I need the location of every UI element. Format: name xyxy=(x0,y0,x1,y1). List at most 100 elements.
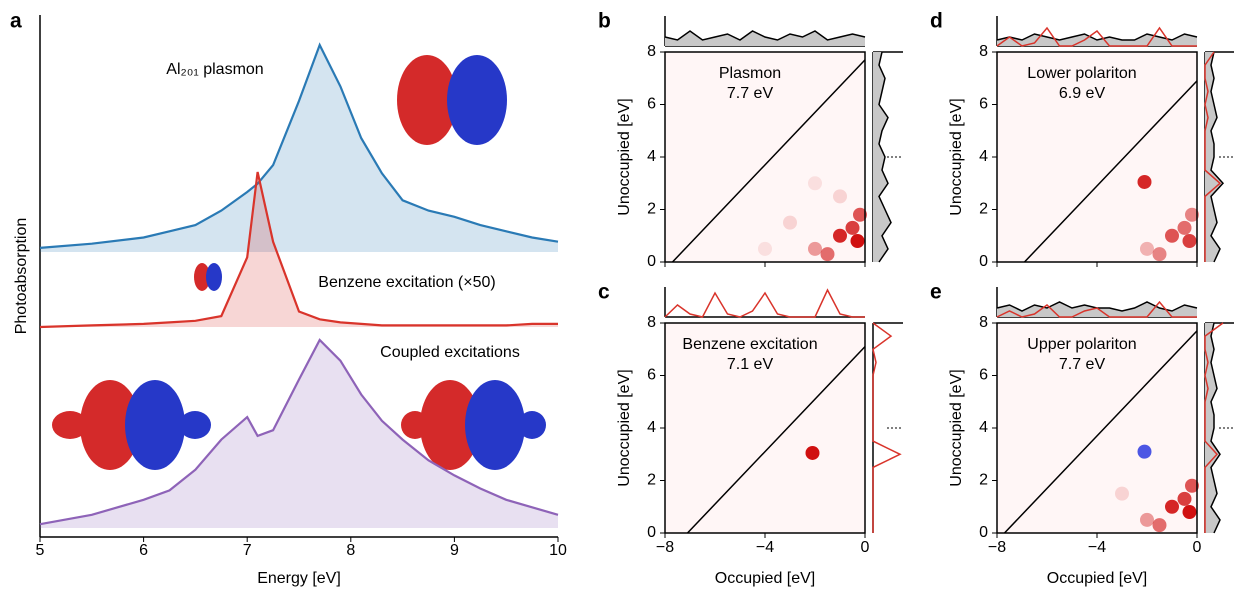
y-tick-label: 4 xyxy=(979,148,988,165)
x-tick-label: −4 xyxy=(1088,539,1106,556)
spot xyxy=(1115,486,1129,501)
y-axis-label: Unoccupied [eV] xyxy=(616,369,633,486)
x-tick-label: −4 xyxy=(756,539,774,556)
right-margin-fill xyxy=(1205,323,1220,533)
y-tick-label: 6 xyxy=(647,96,656,113)
y-axis-label: Photoabsorption xyxy=(13,218,30,335)
right-margin-line xyxy=(1204,51,1222,262)
spot xyxy=(1182,505,1197,519)
spot xyxy=(1165,228,1179,243)
spot xyxy=(1152,518,1167,533)
y-tick-label: 4 xyxy=(647,148,656,165)
spot xyxy=(1140,241,1154,256)
state-title: Benzene excitation xyxy=(682,336,817,353)
y-axis-label: Unoccupied [eV] xyxy=(616,98,633,215)
y-tick-label: 0 xyxy=(979,524,988,541)
spot xyxy=(1177,491,1192,506)
panel-letter: c xyxy=(598,281,610,304)
y-tick-label: 0 xyxy=(647,524,656,541)
x-tick-label: 0 xyxy=(1193,539,1202,556)
spot xyxy=(1177,220,1192,235)
y-tick-label: 2 xyxy=(647,201,656,218)
y-tick-label: 8 xyxy=(979,43,988,60)
molecule-plasmon xyxy=(397,55,507,145)
x-axis-label: Occupied [eV] xyxy=(715,570,816,587)
panel-letter: a xyxy=(10,10,22,33)
heatmap-background xyxy=(665,323,865,533)
diagonal xyxy=(671,59,866,263)
x-axis-label: Occupied [eV] xyxy=(1047,570,1148,587)
spot xyxy=(808,241,822,256)
y-tick-label: 2 xyxy=(647,472,656,489)
series-line xyxy=(39,171,558,329)
right-margin-fill xyxy=(873,52,891,262)
state-energy: 6.9 eV xyxy=(1059,85,1106,102)
y-tick-label: 6 xyxy=(979,367,988,384)
x-tick-label: −8 xyxy=(988,539,1006,556)
heatmap-background xyxy=(997,323,1197,533)
x-tick-label: 7 xyxy=(243,542,252,559)
spot xyxy=(758,241,772,256)
y-tick-label: 2 xyxy=(979,201,988,218)
spot xyxy=(805,445,820,460)
spot xyxy=(1165,499,1179,514)
state-title: Lower polariton xyxy=(1027,65,1136,82)
right-margin-line xyxy=(1204,322,1224,533)
x-axis-label: Energy [eV] xyxy=(257,570,341,587)
spot xyxy=(1140,512,1154,527)
y-axis-label: Unoccupied [eV] xyxy=(948,369,965,486)
y-tick-label: 6 xyxy=(979,96,988,113)
x-tick-label: 0 xyxy=(861,539,870,556)
spot xyxy=(1137,444,1152,459)
y-tick-label: 4 xyxy=(647,419,656,436)
series-label: Al₂₀₁ plasmon xyxy=(166,61,263,78)
spot xyxy=(833,228,847,243)
panel-letter: b xyxy=(598,10,611,33)
state-title: Plasmon xyxy=(719,65,781,82)
spot xyxy=(1185,478,1199,493)
molecule-benzene xyxy=(194,263,222,291)
x-tick-label: 9 xyxy=(450,542,459,559)
diagonal xyxy=(1023,80,1198,263)
x-tick-label: −8 xyxy=(656,539,674,556)
top-margin-line xyxy=(996,26,1197,47)
molecule-coupled-right xyxy=(401,380,546,470)
x-tick-label: 8 xyxy=(346,542,355,559)
top-margin-line xyxy=(664,288,865,318)
y-tick-label: 0 xyxy=(979,253,988,270)
series-label: Benzene excitation (×50) xyxy=(318,274,495,291)
spot xyxy=(1182,234,1197,248)
spot xyxy=(808,176,822,191)
heatmap-background xyxy=(997,52,1197,262)
x-tick-label: 5 xyxy=(36,542,45,559)
spot xyxy=(853,207,867,222)
top-margin-line xyxy=(664,30,866,41)
y-tick-label: 2 xyxy=(979,472,988,489)
molecule-coupled-left xyxy=(52,380,211,470)
diagonal xyxy=(686,346,866,534)
right-margin-line xyxy=(878,51,892,263)
state-energy: 7.1 eV xyxy=(727,356,774,373)
spot xyxy=(833,189,847,204)
top-margin-line xyxy=(996,300,1197,318)
series-label: Coupled excitations xyxy=(380,344,520,361)
panel-letter: d xyxy=(930,10,943,33)
right-margin-line xyxy=(1210,322,1221,534)
spot xyxy=(1185,207,1199,222)
top-margin-line xyxy=(996,33,1198,41)
state-title: Upper polariton xyxy=(1027,336,1136,353)
y-tick-label: 8 xyxy=(647,314,656,331)
right-margin-line xyxy=(872,322,902,533)
panel-letter: e xyxy=(930,281,942,304)
spot xyxy=(845,220,860,235)
y-axis-label: Unoccupied [eV] xyxy=(948,98,965,215)
spot xyxy=(1152,247,1167,262)
spot xyxy=(820,247,835,262)
state-energy: 7.7 eV xyxy=(727,85,774,102)
x-tick-label: 6 xyxy=(139,542,148,559)
x-tick-label: 10 xyxy=(549,542,567,559)
series-line xyxy=(39,338,559,526)
right-margin-line xyxy=(1210,51,1225,263)
series-area xyxy=(40,45,558,252)
